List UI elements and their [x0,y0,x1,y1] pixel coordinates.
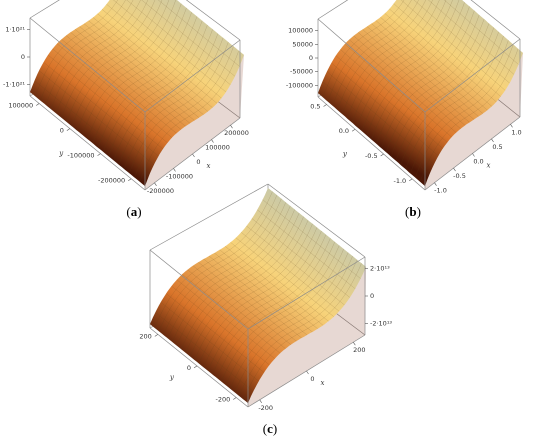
bounding-box-front [29,17,241,191]
x-tick-mark [510,124,513,128]
surface-mesh [150,187,366,404]
surface-grid [154,191,362,400]
y-tick-mark [154,334,159,337]
x-tick-mark [353,342,356,346]
y-tick-mark [233,397,237,400]
x-tick-mark [434,182,437,186]
y-axis-label: y [58,150,64,158]
x-tick-mark [472,153,475,157]
y-tick-label: -200 [215,396,230,404]
surface-mesh [30,0,244,187]
x-tick-label: 1.0 [511,128,521,136]
x-tick-label: -0.5 [453,172,466,180]
surface-plot-a: -200000-1000000100000y-200000-1000000100… [3,0,249,219]
z-tick-label: 1·10²¹ [5,26,25,34]
x-tick-label: -1.0 [434,187,447,195]
y-tick-label: 0 [60,127,64,135]
z-tick-label: -2·10¹³ [370,319,392,327]
z-tick-label: 100000 [288,27,313,35]
panel-caption: (b) [405,204,421,219]
y-tick-label: -0.5 [365,152,378,160]
x-tick-mark [230,125,233,129]
y-tick-mark [128,178,132,181]
x-tick-label: 100000 [205,144,230,152]
y-tick-mark [408,178,413,182]
panel-letter: c [267,421,273,436]
z-tick-label: 0 [370,292,374,300]
y-tick-mark [193,365,198,369]
panel-letter: b [409,204,416,219]
y-axis-label: y [169,373,175,381]
z-tick-label: -1·10²¹ [3,80,25,88]
x-tick-label: 200 [353,346,365,354]
x-tick-mark [453,167,456,172]
x-tick-mark [491,138,494,143]
y-tick-label: 200 [139,332,151,340]
surface-grid [322,0,519,182]
x-tick-label: -200000 [147,187,174,195]
x-axis-label: x [487,162,491,170]
y-tick-label: 0.5 [310,102,320,110]
y-tick-label: 0.0 [339,127,349,135]
panel-caption: (c) [263,421,277,436]
x-tick-label: 0 [310,375,314,383]
x-tick-mark [154,182,157,186]
y-tick-mark [97,153,101,156]
bounding-box-front [149,249,366,408]
x-tick-mark [306,370,309,375]
y-tick-mark [380,153,384,157]
y-tick-label: 100000 [8,102,33,110]
z-tick-label: 50000 [292,40,313,48]
x-tick-label: -100000 [166,172,193,180]
y-tick-label: 0 [187,364,191,372]
surface-plot-b: -1.0 -0.5 0.0 0.5 y -1.0 -0.5 0.0 0.5 1.0 x -100000… [286,0,523,219]
y-tick-mark [351,128,356,132]
y-axis-label: y [342,150,348,158]
y-tick-label: -100000 [67,152,94,160]
y-tick-mark [323,104,327,107]
x-tick-label: 200000 [224,129,249,137]
panel-caption: (a) [126,204,141,219]
x-axis-label: x [207,162,211,170]
z-tick-label: 0 [21,53,25,61]
x-tick-mark [192,153,195,158]
x-tick-mark [173,168,176,172]
x-tick-label: 0.0 [473,158,483,166]
y-tick-mark [36,103,40,106]
surface-grid [34,0,240,182]
y-tick-mark [66,128,71,131]
panel-letter: a [131,204,138,219]
z-tick-label: 0 [309,54,313,62]
surface-side-shade [248,266,366,407]
x-axis-label: x [321,379,325,387]
surface-mesh [318,0,523,187]
x-tick-label: -200 [258,404,273,412]
y-tick-label: -200000 [98,177,125,185]
x-tick-label: 0.5 [492,143,502,151]
z-tick-label: 2·10¹³ [370,265,390,273]
x-tick-mark [259,399,262,403]
surface-plot-c: -200 0 200 y -200 0 200 x -2·10¹³ 0 2·10¹³ (c) [139,183,392,436]
surface-side-shade [425,52,523,191]
y-tick-label: -1.0 [393,177,406,185]
x-tick-mark [211,139,214,143]
z-tick-label: -50000 [290,68,313,76]
surface-side-shade [145,54,244,191]
z-tick-label: -100000 [286,81,313,89]
x-tick-label: 0 [196,158,200,166]
